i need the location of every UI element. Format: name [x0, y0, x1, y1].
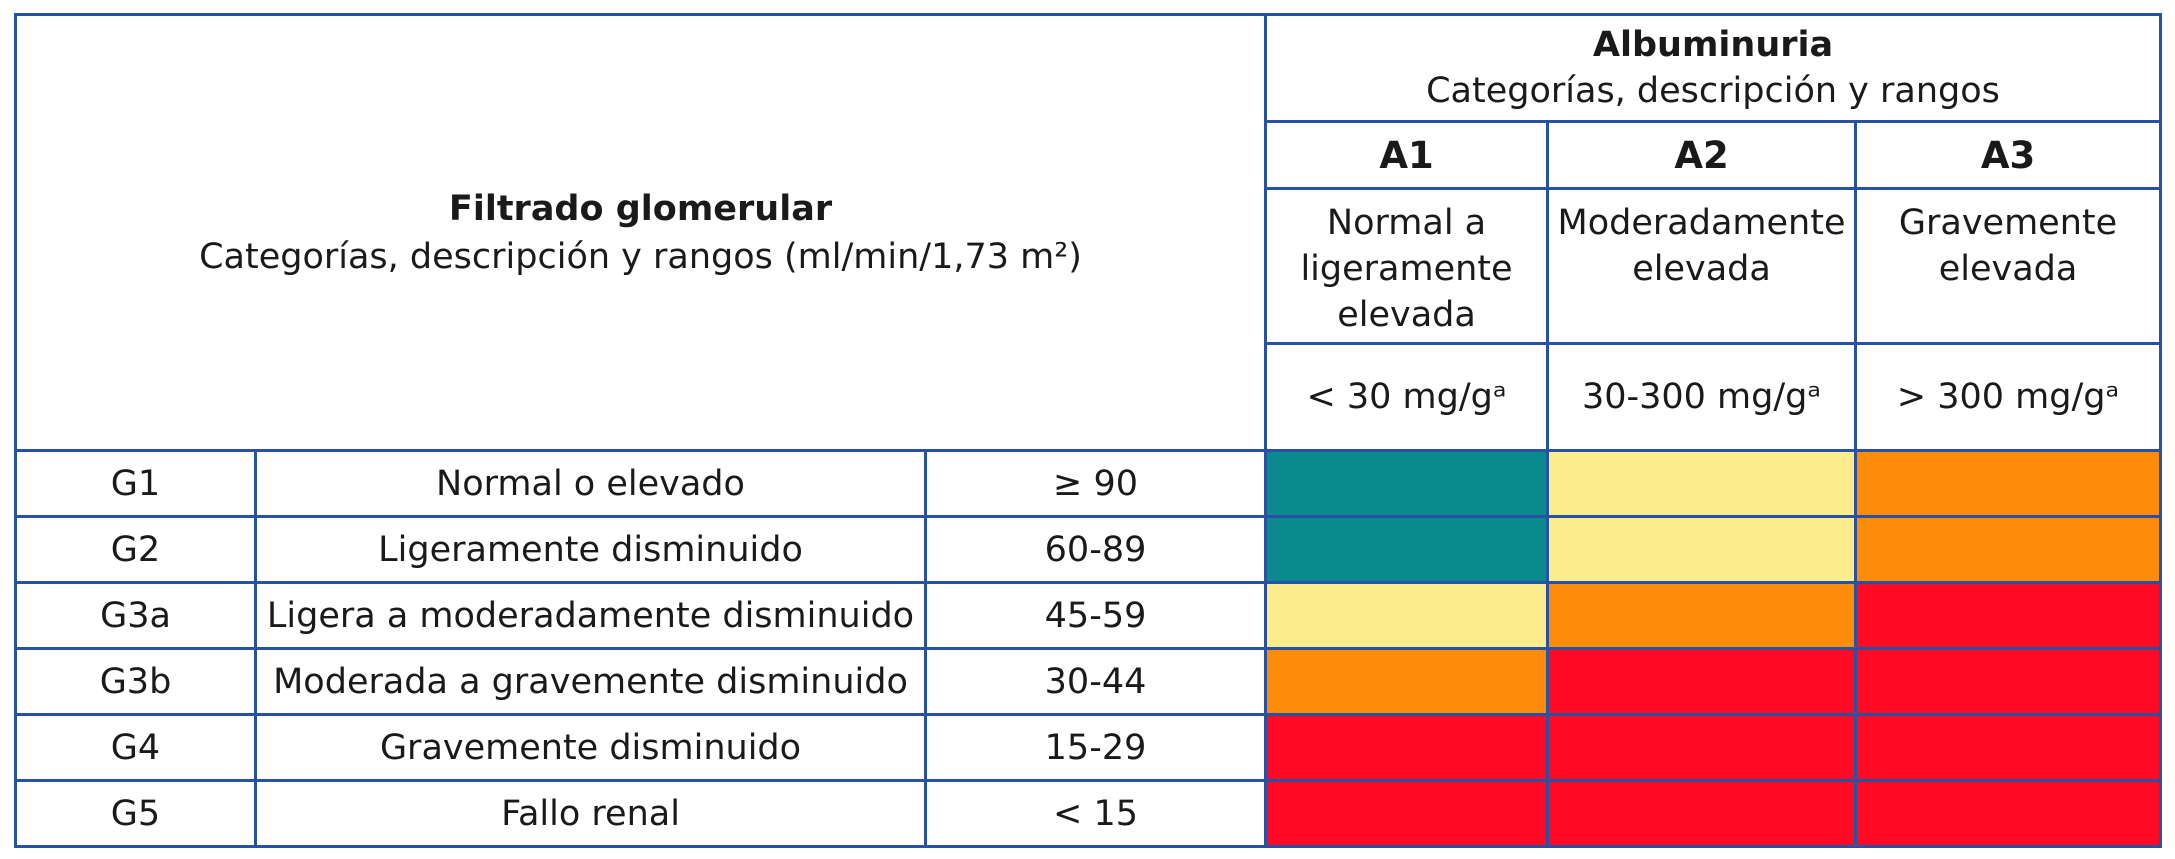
albuminuria-header: Albuminuria Categorías, descripción y ra… — [1264, 13, 2163, 123]
gfr-header-title: Filtrado glomerular — [448, 188, 833, 229]
gfr-row-g1: G1 Normal o elevado ≥ 90 — [14, 449, 2163, 518]
gfr-row-g3b: G3b Moderada a gravemente disminuido 30-… — [14, 647, 2163, 716]
gfr-row-g2: G2 Ligeramente disminuido 60-89 — [14, 515, 2163, 584]
albuminuria-range-a3: > 300 mg/gᵃ — [1854, 342, 2163, 452]
risk-cell-g3b-a2 — [1546, 647, 1858, 716]
risk-cell-g4-a1 — [1264, 713, 1550, 782]
albuminuria-code-a3: A3 — [1854, 120, 2163, 190]
gfr-description: Normal o elevado — [254, 449, 927, 518]
risk-cell-g5-a2 — [1546, 779, 1858, 848]
risk-cell-g3a-a1 — [1264, 581, 1550, 650]
gfr-range: ≥ 90 — [923, 449, 1268, 518]
gfr-code: G1 — [14, 449, 257, 518]
risk-cell-g3b-a1 — [1264, 647, 1550, 716]
gfr-range: 45-59 — [923, 581, 1268, 650]
gfr-description: Ligeramente disminuido — [254, 515, 927, 584]
gfr-range: 30-44 — [923, 647, 1268, 716]
risk-cell-g2-a3 — [1854, 515, 2163, 584]
risk-cell-g3b-a3 — [1854, 647, 2163, 716]
gfr-code: G3b — [14, 647, 257, 716]
risk-cell-g2-a1 — [1264, 515, 1550, 584]
risk-cell-g1-a1 — [1264, 449, 1550, 518]
risk-cell-g1-a3 — [1854, 449, 2163, 518]
gfr-description: Gravemente disminuido — [254, 713, 927, 782]
gfr-description: Ligera a moderadamente disminuido — [254, 581, 927, 650]
albuminuria-description-a3: Gravemente elevada — [1854, 187, 2163, 345]
albuminuria-header-subtitle: Categorías, descripción y rangos — [1426, 71, 2000, 111]
gfr-code: G2 — [14, 515, 257, 584]
albuminuria-description-a1: Normal a ligeramente elevada — [1264, 187, 1550, 345]
albuminuria-code-a2: A2 — [1546, 120, 1858, 190]
risk-cell-g5-a3 — [1854, 779, 2163, 848]
gfr-header-subtitle: Categorías, descripción y rangos (ml/min… — [199, 236, 1082, 277]
albuminuria-range-a2: 30-300 mg/gᵃ — [1546, 342, 1858, 452]
gfr-range: < 15 — [923, 779, 1268, 848]
gfr-row-g4: G4 Gravemente disminuido 15-29 — [14, 713, 2163, 782]
gfr-description: Fallo renal — [254, 779, 927, 848]
albuminuria-range-a1: < 30 mg/gᵃ — [1264, 342, 1550, 452]
albuminuria-header-title: Albuminuria — [1592, 25, 1834, 65]
risk-cell-g4-a3 — [1854, 713, 2163, 782]
gfr-code: G4 — [14, 713, 257, 782]
risk-cell-g1-a2 — [1546, 449, 1858, 518]
risk-cell-g3a-a3 — [1854, 581, 2163, 650]
gfr-row-g3a: G3a Ligera a moderadamente disminuido 45… — [14, 581, 2163, 650]
risk-cell-g4-a2 — [1546, 713, 1858, 782]
albuminuria-code-a1: A1 — [1264, 120, 1550, 190]
gfr-code: G5 — [14, 779, 257, 848]
gfr-range: 15-29 — [923, 713, 1268, 782]
risk-cell-g5-a1 — [1264, 779, 1550, 848]
gfr-range: 60-89 — [923, 515, 1268, 584]
risk-cell-g2-a2 — [1546, 515, 1858, 584]
albuminuria-description-a2: Moderadamente elevada — [1546, 187, 1858, 345]
gfr-code: G3a — [14, 581, 257, 650]
risk-cell-g3a-a2 — [1546, 581, 1858, 650]
kdigo-ckd-prognosis-table: Filtrado glomerular Categorías, descripc… — [13, 13, 2163, 848]
gfr-description: Moderada a gravemente disminuido — [254, 647, 927, 716]
gfr-row-g5: G5 Fallo renal < 15 — [14, 779, 2163, 848]
gfr-header: Filtrado glomerular Categorías, descripc… — [13, 13, 1268, 452]
